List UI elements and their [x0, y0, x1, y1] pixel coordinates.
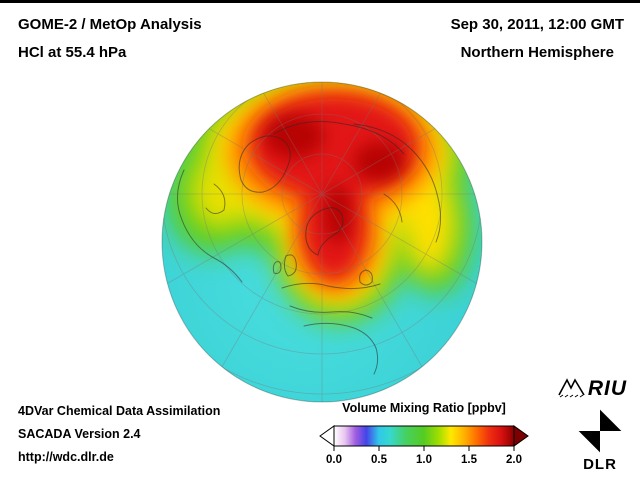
globe-map — [154, 74, 490, 410]
coast-mediterranean — [289, 305, 373, 319]
top-border — [0, 0, 640, 3]
coast-europe — [281, 282, 381, 290]
header-right: Sep 30, 2011, 12:00 GMT Northern Hemisph… — [451, 11, 624, 67]
tick-label-4: 2.0 — [506, 454, 522, 466]
colorbar: Volume Mixing Ratio [ppbv] — [316, 401, 532, 472]
tick-label-0: 0.0 — [326, 454, 342, 466]
coast-britain — [283, 254, 297, 277]
coast-caspian — [359, 269, 373, 286]
colorbar-svg: 0.0 0.5 1.0 1.5 2.0 — [319, 425, 529, 466]
url-label: http://wdc.dlr.de — [18, 450, 114, 464]
coast-asia-inner — [383, 193, 403, 223]
riu-mountains-icon — [558, 378, 585, 398]
globe-svg — [161, 81, 483, 403]
species-level-label: HCl at 55.4 hPa — [18, 44, 127, 61]
dlr-logo-text: DLR — [583, 456, 617, 473]
coastlines — [177, 121, 442, 375]
analysis-title: GOME-2 / MetOp Analysis — [18, 16, 202, 33]
datetime-label: Sep 30, 2011, 12:00 GMT — [450, 16, 624, 33]
tick-label-1: 0.5 — [371, 454, 388, 466]
coast-arctic — [273, 121, 405, 155]
riu-logo: RIU — [558, 376, 627, 400]
dlr-emblem-icon — [578, 409, 622, 453]
field-dark-red-maxima — [264, 114, 406, 244]
mixing-ratio-field — [162, 82, 482, 402]
graticule — [162, 82, 482, 402]
version-label: SACADA Version 2.4 — [18, 427, 141, 441]
colorbar-left-arrow — [319, 425, 335, 447]
coast-scandinavia — [305, 207, 344, 256]
colorbar-title: Volume Mixing Ratio [ppbv] — [342, 401, 506, 415]
colorbar-gradient-bar — [333, 425, 515, 447]
globe-rim — [161, 81, 483, 403]
colorbar-right-arrow — [513, 425, 529, 447]
footer-left: 4DVar Chemical Data Assimilation SACADA … — [18, 400, 220, 469]
tick-label-3: 1.5 — [461, 454, 478, 466]
hemisphere-label: Northern Hemisphere — [460, 44, 614, 61]
coast-north-america — [177, 169, 243, 283]
header-left: GOME-2 / MetOp Analysis HCl at 55.4 hPa — [18, 11, 202, 67]
coast-greenland — [238, 135, 291, 193]
riu-logo-text: RIU — [587, 377, 627, 400]
coast-africa — [303, 322, 379, 375]
coast-ireland — [272, 261, 282, 274]
coast-hudson-bay — [205, 183, 226, 214]
dlr-logo: DLR — [576, 408, 624, 473]
assimilation-label: 4DVar Chemical Data Assimilation — [18, 404, 221, 418]
tick-label-2: 1.0 — [416, 454, 432, 466]
coast-siberia — [353, 123, 442, 243]
colorbar-ticks — [333, 446, 515, 451]
